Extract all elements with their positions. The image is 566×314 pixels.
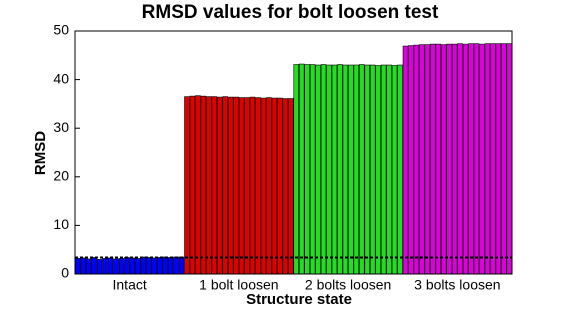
bar	[184, 96, 190, 275]
bar	[391, 65, 398, 275]
bar	[140, 256, 147, 275]
y-tick-label: 40	[53, 70, 69, 86]
y-tick-label: 10	[53, 216, 69, 232]
bar	[320, 64, 327, 275]
bar	[233, 96, 239, 275]
bar	[255, 97, 261, 275]
bar	[326, 64, 332, 275]
bar	[315, 64, 321, 275]
x-tick-label: 2 bolts loosen	[305, 277, 391, 293]
bar	[304, 64, 310, 275]
bar	[369, 64, 376, 275]
bar	[211, 96, 218, 275]
bar	[178, 256, 185, 275]
bar	[430, 43, 436, 275]
bar	[446, 43, 452, 275]
bar	[189, 95, 196, 275]
bar	[151, 257, 157, 275]
bar	[135, 258, 141, 275]
bar	[216, 96, 223, 275]
bar	[484, 43, 491, 275]
y-axis-label: RMSD	[32, 131, 49, 175]
bar	[167, 257, 174, 275]
bar	[380, 64, 387, 275]
bar	[501, 43, 507, 275]
bar	[337, 64, 343, 275]
bar	[462, 43, 469, 275]
bar	[113, 258, 119, 275]
bar	[107, 257, 114, 275]
bar	[468, 43, 474, 275]
bar	[342, 64, 349, 275]
bar	[435, 43, 442, 275]
bar	[495, 43, 502, 275]
bar	[490, 43, 496, 275]
bar	[266, 97, 272, 275]
y-tick-label: 30	[53, 119, 69, 135]
bar	[364, 64, 371, 275]
bar	[309, 64, 316, 275]
bar	[397, 64, 403, 275]
bar	[80, 257, 86, 275]
bar	[118, 258, 125, 275]
bar	[156, 257, 163, 275]
bar	[85, 258, 92, 275]
bar	[440, 44, 447, 275]
bar	[331, 64, 338, 275]
bar	[227, 96, 234, 275]
bar	[277, 97, 283, 275]
bar	[282, 98, 289, 275]
bar	[271, 97, 278, 275]
bar	[473, 43, 480, 275]
bar	[145, 257, 152, 275]
bar	[288, 98, 294, 275]
x-tick-label: 3 bolts loosen	[414, 277, 500, 293]
bar	[260, 97, 267, 275]
bar	[74, 258, 81, 275]
bar	[102, 258, 108, 275]
bar	[408, 45, 414, 275]
bar	[200, 95, 207, 275]
axes-box	[74, 30, 513, 275]
bar	[244, 97, 250, 275]
bar	[359, 64, 365, 275]
bar	[353, 64, 360, 275]
bar	[124, 257, 130, 275]
bar	[91, 257, 97, 275]
bar	[375, 65, 381, 275]
bar	[206, 96, 212, 275]
bar	[298, 63, 305, 275]
bar	[457, 43, 463, 275]
bar	[479, 43, 485, 275]
y-tick-label: 0	[61, 265, 69, 281]
y-tick-label: 50	[53, 22, 69, 38]
bar	[249, 96, 256, 275]
bar	[162, 256, 168, 275]
bar	[293, 64, 299, 275]
bar	[238, 97, 245, 275]
bar	[386, 64, 392, 275]
bar	[402, 45, 409, 275]
chart-title: RMSD values for bolt loosen test	[142, 2, 439, 23]
bar	[96, 259, 103, 275]
bar	[195, 95, 201, 275]
bar	[424, 44, 431, 275]
bar	[506, 43, 513, 275]
x-tick-label: Intact	[113, 277, 147, 293]
x-tick-label: 1 bolt loosen	[199, 277, 278, 293]
bar	[222, 96, 228, 275]
bar	[129, 257, 136, 275]
bar	[419, 44, 425, 275]
bar	[173, 256, 179, 275]
bar	[451, 43, 458, 275]
y-tick-label: 20	[53, 168, 69, 184]
x-axis-label: Structure state	[246, 291, 352, 308]
bar	[348, 64, 354, 275]
bar	[413, 44, 420, 275]
